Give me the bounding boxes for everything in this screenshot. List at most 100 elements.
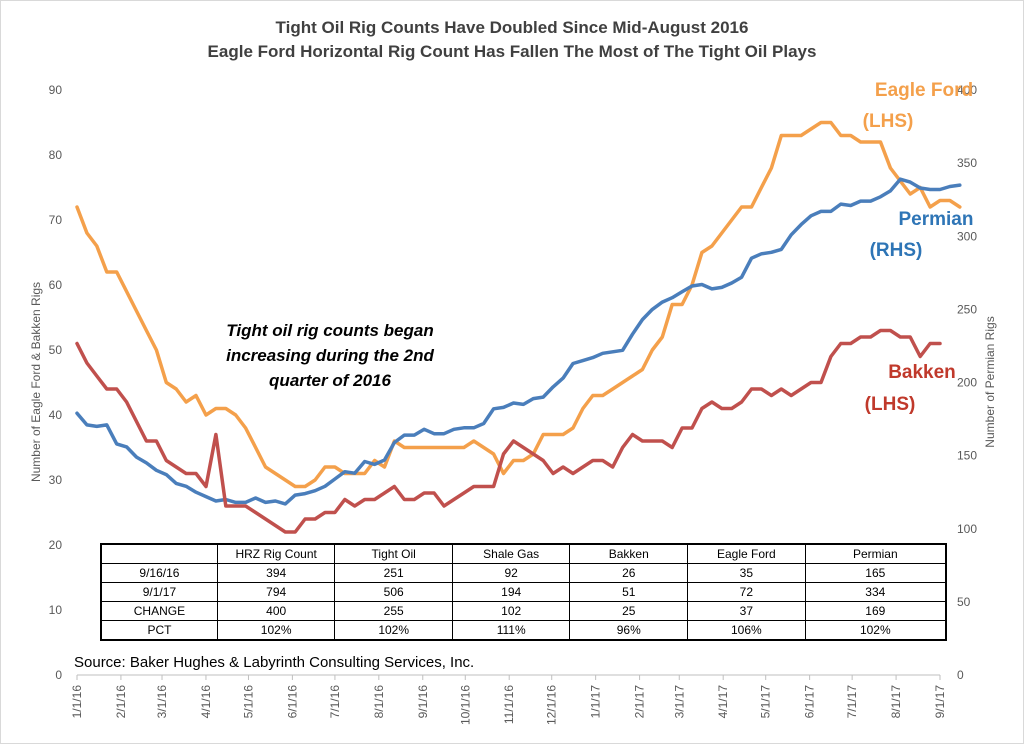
- table-header-cell: [100, 543, 218, 564]
- right-axis-title: Number of Permian Rigs: [983, 316, 997, 447]
- table-cell: 9/1/17: [100, 582, 218, 602]
- left-y-tick-label: 10: [49, 603, 63, 617]
- table-header-cell: Bakken: [569, 543, 689, 564]
- table-cell: 51: [569, 582, 689, 602]
- x-tick-label: 12/1/16: [545, 685, 559, 725]
- series-label-bakken: (LHS): [865, 394, 916, 415]
- x-tick-label: 7/1/16: [328, 685, 342, 719]
- right-y-tick-label: 250: [957, 302, 977, 316]
- table-cell: 9/16/16: [100, 563, 218, 583]
- annotation: Tight oil rig counts began increasing du…: [226, 321, 434, 390]
- chart-title: Tight Oil Rig Counts Have Doubled Since …: [275, 18, 749, 37]
- right-y-tick-label: 0: [957, 668, 964, 682]
- right-y-tick-label: 200: [957, 376, 977, 390]
- table-cell: PCT: [100, 620, 218, 641]
- table-row: CHANGE 400 255 102 25 37 169: [100, 601, 947, 621]
- left-y-tick-label: 30: [49, 473, 63, 487]
- table-cell: 37: [687, 601, 806, 621]
- table-cell: 102%: [216, 620, 336, 641]
- table-cell: 35: [687, 563, 806, 583]
- table-header-cell: HRZ Rig Count: [216, 543, 336, 564]
- x-tick-label: 3/1/16: [155, 685, 169, 719]
- left-y-tick-label: 90: [49, 83, 63, 97]
- left-y-tick-label: 40: [49, 408, 63, 422]
- table-cell: 394: [216, 563, 336, 583]
- left-y-tick-label: 80: [49, 148, 63, 162]
- right-y-tick-label: 300: [957, 229, 977, 243]
- table-cell: 165: [804, 563, 947, 583]
- table-row: 9/1/17 794 506 194 51 72 334: [100, 582, 947, 602]
- series-line-bakken: [75, 328, 942, 534]
- right-y-tick-label: 400: [957, 83, 977, 97]
- table-row: PCT 102% 102% 111% 96% 106% 102%: [100, 620, 947, 641]
- x-tick-label: 2/1/16: [114, 685, 128, 719]
- left-axis-title: Number of Eagle Ford & Bakken Rigs: [29, 282, 43, 482]
- table-cell: 400: [216, 601, 336, 621]
- series-label-permian: Permian: [899, 209, 974, 230]
- x-tick-label: 8/1/17: [889, 685, 903, 719]
- series-line-permian: [75, 177, 962, 506]
- table-cell: 794: [216, 582, 336, 602]
- table-cell: 194: [451, 582, 571, 602]
- right-y-tick-label: 100: [957, 522, 977, 536]
- right-y-tick-label: 50: [957, 595, 971, 609]
- annotation-line-1: Tight oil rig counts began: [226, 321, 433, 340]
- source-note: Source: Baker Hughes & Labyrinth Consult…: [74, 654, 475, 671]
- chart-subtitle: Eagle Ford Horizontal Rig Count Has Fall…: [207, 42, 817, 61]
- table-cell: 96%: [569, 620, 689, 641]
- table-cell: 106%: [687, 620, 806, 641]
- table-cell: 102: [451, 601, 571, 621]
- x-tick-label: 4/1/17: [716, 685, 730, 719]
- table-cell: 102%: [334, 620, 453, 641]
- series-line-eagle-ford: [75, 120, 962, 489]
- x-tick-label: 6/1/16: [285, 685, 299, 719]
- table-cell: 506: [334, 582, 453, 602]
- table-cell: 334: [804, 582, 947, 602]
- x-tick-label: 1/1/16: [70, 685, 84, 719]
- x-tick-label: 9/1/17: [933, 685, 947, 719]
- series-label-eagle-ford: (LHS): [863, 111, 914, 132]
- table-cell: 169: [804, 601, 947, 621]
- left-y-tick-label: 50: [49, 343, 63, 357]
- x-tick-label: 11/1/16: [502, 685, 516, 724]
- right-y-tick-label: 150: [957, 449, 977, 463]
- table-cell: 251: [334, 563, 453, 583]
- x-tick-label: 6/1/17: [803, 685, 817, 719]
- table-cell: 72: [687, 582, 806, 602]
- axis-layer: 1/1/16 2/1/16 3/1/16 4/1/16 5/1/16 6/1/16 7/1/…: [49, 83, 978, 725]
- x-tick-label: 8/1/16: [372, 685, 386, 719]
- left-y-tick-label: 20: [49, 538, 63, 552]
- table-cell: 92: [451, 563, 571, 583]
- left-y-tick-label: 60: [49, 278, 63, 292]
- table-header-cell: Permian: [804, 543, 947, 564]
- series-label-eagle-ford: Eagle Ford: [875, 80, 973, 101]
- left-y-tick-label: 70: [49, 213, 63, 227]
- table-cell: 111%: [451, 620, 571, 641]
- table-cell: 255: [334, 601, 453, 621]
- summary-table: HRZ Rig Count Tight Oil Shale Gas Bakken Eag…: [100, 543, 947, 641]
- series-labels: Eagle Ford (LHS) Permian (RHS) Bakken (LHS): [863, 80, 974, 415]
- table-cell: 102%: [804, 620, 947, 641]
- table-row: 9/16/16 394 251 92 26 35 165: [100, 563, 947, 583]
- annotation-line-3: quarter of 2016: [269, 371, 391, 390]
- right-y-tick-label: 350: [957, 156, 977, 170]
- table-cell: 25: [569, 601, 689, 621]
- table-cell: 26: [569, 563, 689, 583]
- series-label-permian: (RHS): [870, 240, 923, 261]
- left-y-tick-label: 0: [55, 668, 62, 682]
- x-tick-label: 7/1/17: [845, 685, 859, 719]
- x-tick-label: 3/1/17: [672, 685, 686, 719]
- series-label-bakken: Bakken: [888, 362, 956, 383]
- table-header-cell: Eagle Ford: [687, 543, 806, 564]
- x-tick-label: 5/1/16: [241, 685, 255, 719]
- x-tick-label: 5/1/17: [759, 685, 773, 719]
- table-header-cell: Tight Oil: [334, 543, 453, 564]
- x-tick-label: 9/1/16: [416, 685, 430, 719]
- annotation-line-2: increasing during the 2nd: [226, 346, 434, 365]
- table-cell: CHANGE: [100, 601, 218, 621]
- x-tick-label: 2/1/17: [633, 685, 647, 719]
- table-header-cell: Shale Gas: [451, 543, 571, 564]
- series-layer: [75, 120, 962, 534]
- x-tick-label: 4/1/16: [199, 685, 213, 719]
